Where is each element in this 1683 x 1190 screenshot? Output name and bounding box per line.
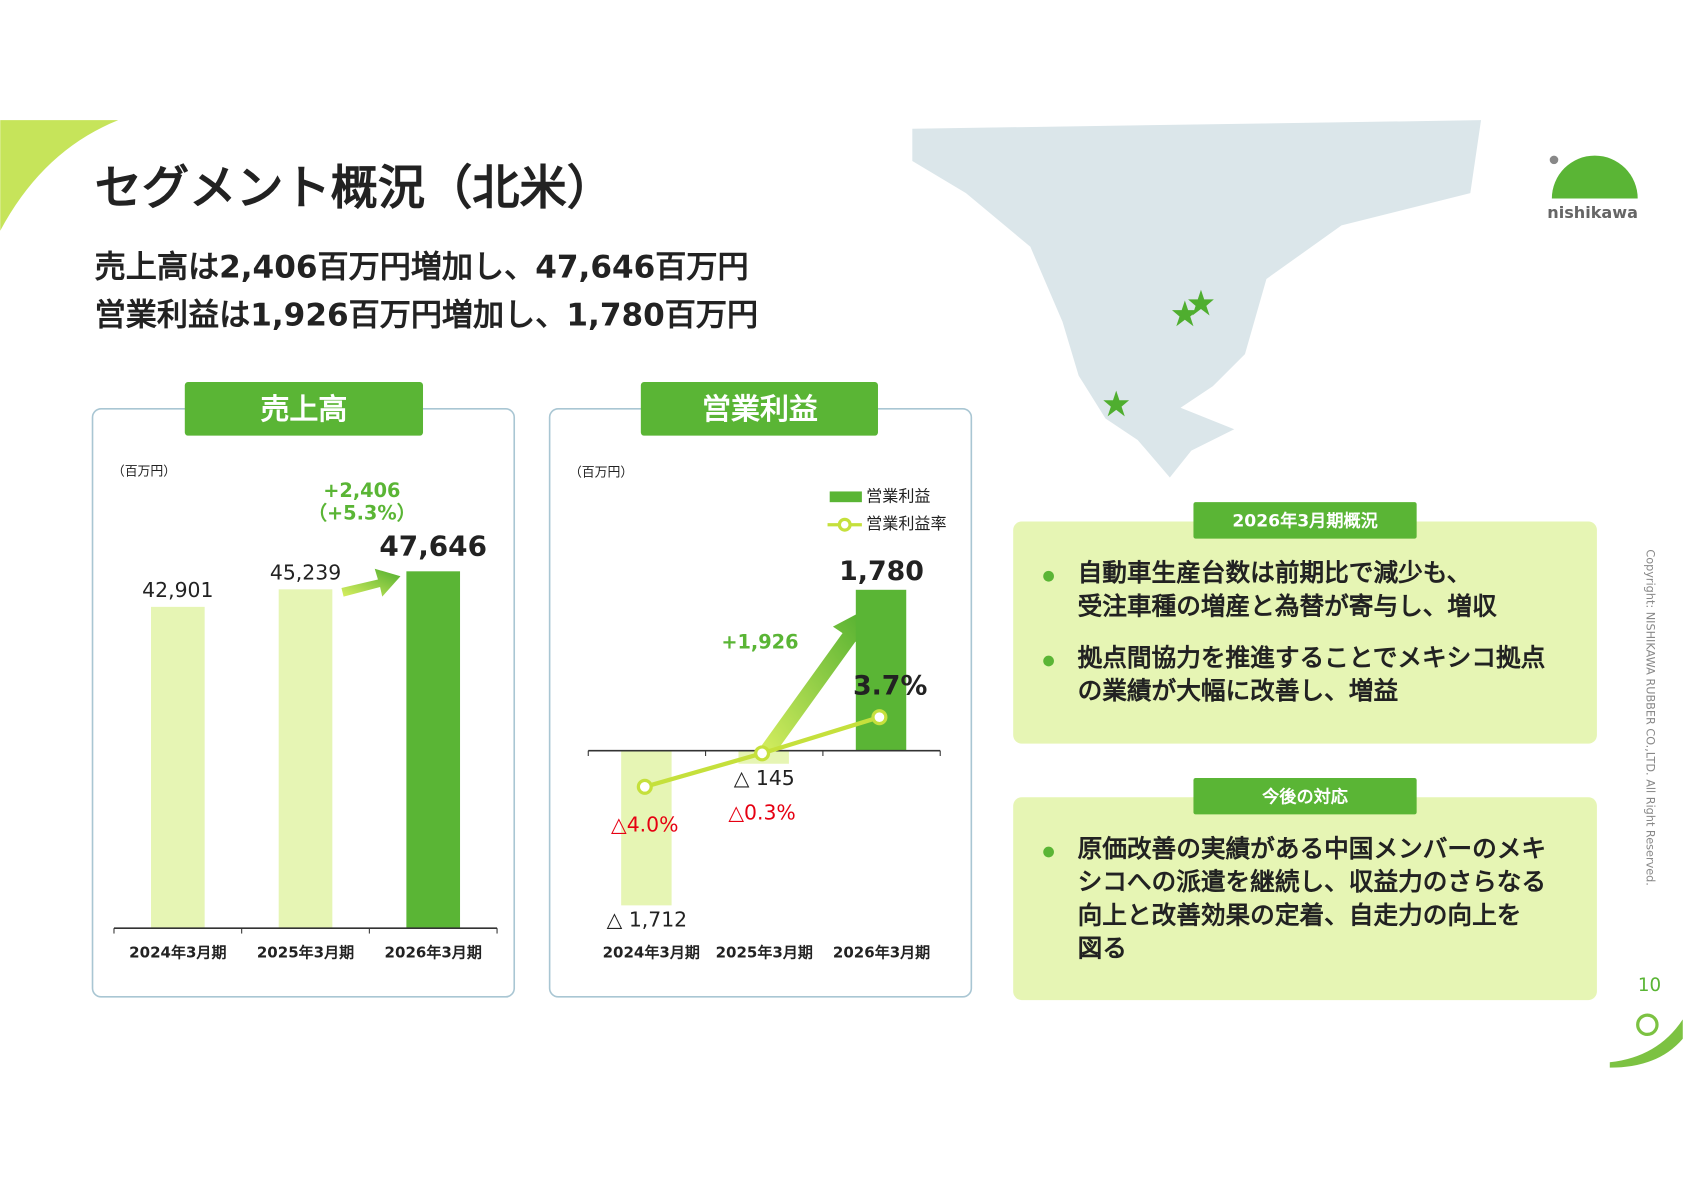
line-marker bbox=[636, 778, 653, 795]
map-marker bbox=[1171, 300, 1198, 327]
bullet-text: 自動車生産台数は前期比で減少も、 bbox=[1078, 558, 1472, 587]
legend-swatch bbox=[829, 491, 862, 503]
value-label: △ 145 bbox=[734, 766, 795, 790]
bullet-text: 図る bbox=[1078, 934, 1127, 963]
line-marker bbox=[754, 745, 771, 762]
logo-dot bbox=[1549, 155, 1559, 165]
bullet-text: シコへの派遣を継続し、収益力のさらなる bbox=[1078, 867, 1546, 896]
legend-swatch bbox=[837, 517, 852, 532]
panel-header bbox=[1193, 502, 1417, 539]
x-tick-label: 2026年3月期 bbox=[385, 943, 482, 961]
line-marker bbox=[871, 709, 888, 726]
value-label: 45,239 bbox=[270, 560, 341, 584]
bullet-dot bbox=[1043, 846, 1054, 858]
annotation: +1,926 bbox=[721, 630, 798, 653]
bar bbox=[150, 606, 205, 929]
value-label: 1,780 bbox=[839, 556, 924, 587]
panel-title: 今後の対応 bbox=[1261, 786, 1349, 807]
value-label: △0.3% bbox=[728, 800, 795, 824]
value-label: △4.0% bbox=[611, 812, 678, 836]
subtitle: 売上高は2,406百万円増加し、47,646百万円 bbox=[95, 249, 749, 285]
logo-mark bbox=[1551, 155, 1638, 199]
bullet-text: 受注車種の増産と為替が寄与し、増収 bbox=[1078, 591, 1498, 620]
map bbox=[912, 120, 1482, 478]
panel-header bbox=[1193, 777, 1417, 815]
bullet-dot bbox=[1043, 655, 1054, 667]
unit-label: （百万円） bbox=[112, 465, 176, 480]
copyright: Copyright: NISHIKAWA RUBBER CO.,LTD. All… bbox=[1643, 549, 1656, 885]
value-label: △ 1,712 bbox=[607, 907, 687, 931]
unit-label: （百万円） bbox=[569, 466, 633, 481]
chart-header bbox=[184, 382, 424, 436]
slide-title: セグメント概況（北米） bbox=[95, 161, 614, 216]
chart-header bbox=[640, 382, 878, 436]
x-tick-label: 2024年3月期 bbox=[129, 943, 226, 961]
value-label: 3.7% bbox=[853, 671, 927, 702]
decoration bbox=[1609, 1019, 1683, 1068]
x-tick-label: 2026年3月期 bbox=[833, 943, 930, 961]
logo-text: nishikawa bbox=[1547, 203, 1638, 222]
chart-title: 売上高 bbox=[260, 392, 347, 426]
legend-label: 営業利益 bbox=[866, 486, 930, 505]
bullet-text: 拠点間協力を推進することでメキシコ拠点 bbox=[1078, 643, 1546, 672]
text-panel bbox=[1013, 797, 1597, 1001]
page-number: 10 bbox=[1638, 975, 1661, 996]
decoration bbox=[0, 120, 119, 231]
value-label: 47,646 bbox=[379, 530, 487, 563]
value-label: 42,901 bbox=[142, 578, 213, 602]
bullet-dot bbox=[1043, 570, 1054, 582]
bullet-text: の業績が大幅に改善し、増益 bbox=[1078, 676, 1399, 705]
x-tick-label: 2025年3月期 bbox=[257, 943, 354, 961]
legend-label: 営業利益率 bbox=[866, 514, 946, 533]
arrow bbox=[759, 607, 870, 757]
annotation: +2,406 bbox=[323, 479, 400, 502]
bar bbox=[278, 589, 333, 929]
bar bbox=[621, 750, 672, 906]
decoration bbox=[1636, 1013, 1659, 1037]
annotation: （+5.3%） bbox=[308, 501, 416, 524]
bullet-text: 原価改善の実績がある中国メンバーのメキ bbox=[1078, 834, 1546, 863]
bullet-text: 向上と改善効果の定着、自走力の向上を bbox=[1078, 900, 1522, 929]
x-tick-label: 2024年3月期 bbox=[603, 943, 700, 961]
map-marker bbox=[1188, 289, 1214, 316]
text-panel bbox=[1013, 521, 1597, 744]
map-marker bbox=[1103, 390, 1130, 417]
bar bbox=[406, 571, 461, 929]
x-tick-label: 2025年3月期 bbox=[716, 943, 813, 961]
chart-title: 営業利益 bbox=[702, 392, 818, 426]
arrow bbox=[341, 568, 401, 597]
subtitle: 営業利益は1,926百万円増加し、1,780百万円 bbox=[95, 298, 758, 334]
panel-title: 2026年3月期概況 bbox=[1232, 510, 1377, 531]
